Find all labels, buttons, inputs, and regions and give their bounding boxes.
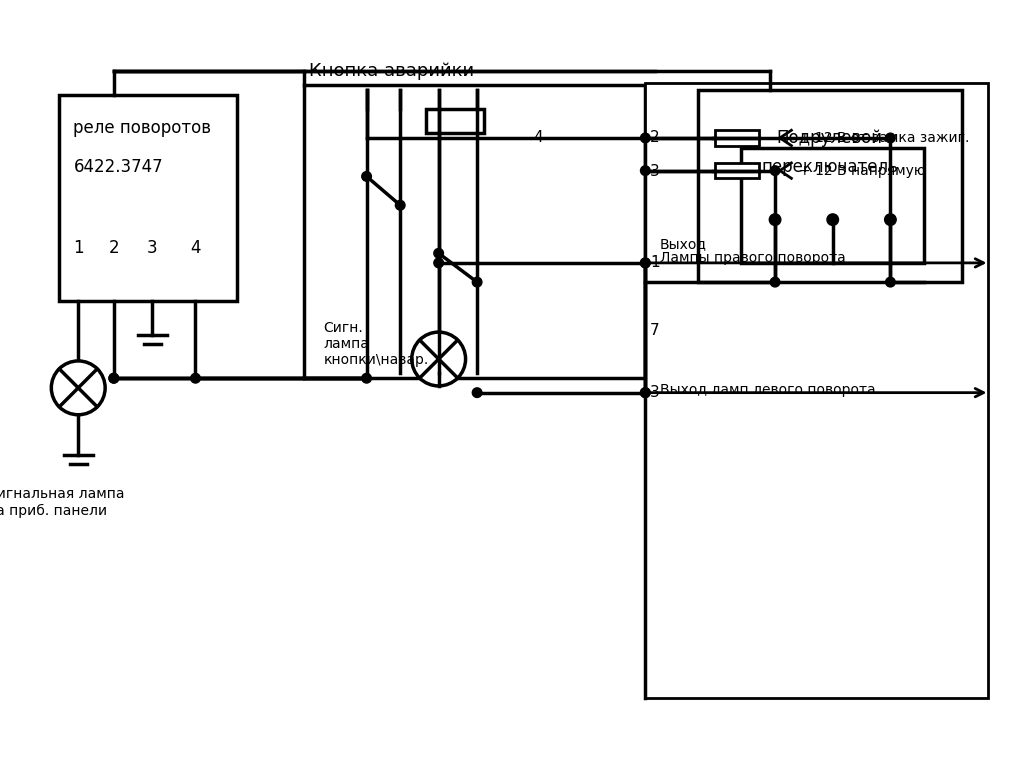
Text: + 12 В напрямую: + 12 В напрямую — [799, 164, 926, 177]
Circle shape — [886, 133, 895, 143]
Text: 2: 2 — [109, 240, 119, 257]
Circle shape — [395, 200, 406, 210]
Circle shape — [640, 388, 650, 398]
Circle shape — [109, 373, 119, 383]
Circle shape — [109, 373, 119, 383]
Bar — [741, 147, 924, 263]
Text: Сигнальная лампа: Сигнальная лампа — [0, 487, 125, 501]
Circle shape — [886, 277, 895, 287]
Circle shape — [434, 258, 443, 268]
Circle shape — [640, 258, 650, 268]
Text: 6422.3747: 6422.3747 — [74, 157, 163, 176]
Text: 4: 4 — [190, 240, 201, 257]
Circle shape — [769, 214, 781, 226]
Circle shape — [472, 277, 482, 287]
Circle shape — [472, 388, 482, 398]
Text: Выход: Выход — [659, 237, 707, 250]
Bar — [59, 94, 237, 301]
Text: + 12 В от замка зажиг.: + 12 В от замка зажиг. — [799, 131, 970, 145]
Circle shape — [770, 277, 780, 287]
Circle shape — [640, 133, 650, 143]
Text: реле поворотов: реле поворотов — [74, 119, 211, 137]
Circle shape — [361, 373, 372, 383]
Circle shape — [434, 249, 443, 258]
Text: Лампы правого поворота: Лампы правого поворота — [659, 251, 846, 265]
Text: 4: 4 — [532, 131, 543, 145]
Text: 2: 2 — [650, 131, 659, 145]
Circle shape — [361, 171, 372, 181]
Bar — [698, 90, 963, 282]
Bar — [304, 85, 645, 378]
Circle shape — [827, 214, 839, 226]
Bar — [645, 83, 988, 698]
Circle shape — [190, 373, 201, 383]
Text: 1: 1 — [73, 240, 84, 257]
Text: 7: 7 — [650, 323, 659, 338]
Circle shape — [885, 214, 896, 226]
Circle shape — [640, 258, 650, 268]
Circle shape — [640, 388, 650, 398]
Text: Кнопка аварийки: Кнопка аварийки — [309, 61, 474, 80]
Text: переключатель: переключатель — [762, 157, 898, 176]
Bar — [426, 109, 483, 133]
Text: 3: 3 — [650, 385, 659, 400]
Bar — [716, 163, 759, 178]
Text: 1: 1 — [650, 256, 659, 270]
Circle shape — [770, 166, 780, 175]
Text: 3: 3 — [650, 164, 659, 179]
Circle shape — [640, 166, 650, 175]
Text: Выход ламп левого поворота: Выход ламп левого поворота — [659, 382, 876, 397]
Text: Подрулевой: Подрулевой — [777, 129, 883, 147]
Text: на приб. панели: на приб. панели — [0, 504, 108, 518]
Text: 3: 3 — [146, 240, 158, 257]
Bar — [716, 131, 759, 146]
Text: Сигн.
лампа
кнопки\навар.: Сигн. лампа кнопки\навар. — [324, 320, 429, 367]
Circle shape — [412, 332, 466, 386]
Circle shape — [51, 361, 105, 415]
